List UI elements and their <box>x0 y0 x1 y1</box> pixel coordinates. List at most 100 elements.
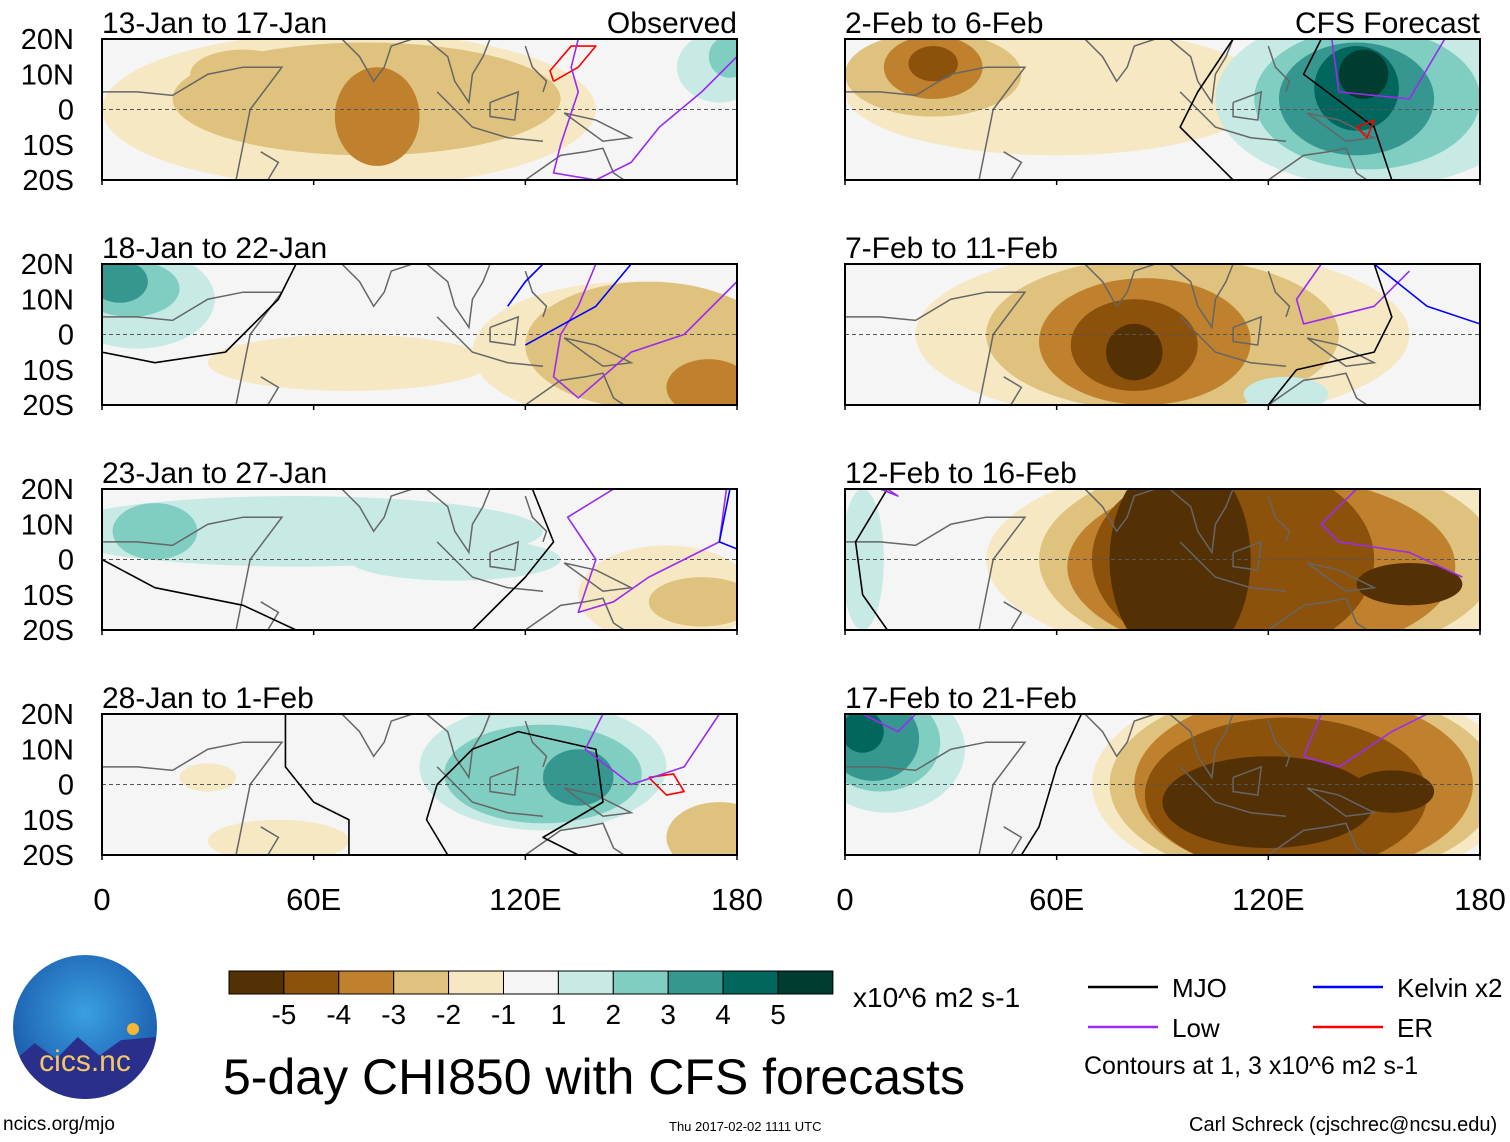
coastline <box>260 151 280 180</box>
coastline <box>1232 90 1263 121</box>
colorbar-swatch <box>503 970 559 995</box>
y-tick-label: 20N <box>21 474 74 506</box>
shading-region <box>1106 323 1163 381</box>
contour-line <box>1302 714 1428 768</box>
coastline <box>524 372 625 405</box>
x-tick-label: 0 <box>93 882 110 917</box>
coastline <box>524 822 625 855</box>
shading-region <box>190 49 297 99</box>
coastline <box>563 787 634 818</box>
x-tick-label: 60E <box>286 882 341 917</box>
shading-region <box>1356 563 1463 606</box>
coastline <box>489 315 520 346</box>
colorbar-swatch <box>228 970 285 995</box>
contour-line <box>1302 39 1393 180</box>
colorbar-label: 3 <box>660 999 676 1030</box>
coastline <box>1169 39 1234 105</box>
colorbar-swatch <box>448 970 505 995</box>
coastline <box>1003 376 1023 405</box>
contour-line <box>648 773 685 796</box>
panel-title: 28-Jan to 1-Feb <box>102 682 314 715</box>
coastline <box>426 714 491 780</box>
coastline <box>260 601 280 630</box>
panel-frame <box>844 38 1481 181</box>
panel-frame <box>844 713 1481 856</box>
coastline <box>1232 540 1263 571</box>
coastline <box>260 376 280 405</box>
y-tick-label: 20N <box>21 24 74 56</box>
colorbar-swatch <box>393 970 450 995</box>
coastline <box>341 39 413 83</box>
shading-region <box>179 763 237 792</box>
colorbar-label: -4 <box>326 999 351 1030</box>
shading-region <box>666 802 737 855</box>
shading-region <box>1349 770 1435 813</box>
coastline <box>102 291 284 405</box>
shading-region <box>708 39 737 78</box>
y-tick-label: 20S <box>22 615 74 647</box>
y-tick-label: 0 <box>58 545 74 577</box>
coastline <box>1084 39 1156 83</box>
y-tick-label: 10N <box>21 509 74 541</box>
colorbar-label: -3 <box>381 999 406 1030</box>
panel-title: 18-Jan to 22-Jan <box>102 232 327 265</box>
colorbar-swatch <box>557 970 614 995</box>
contour-line <box>284 714 350 855</box>
x-tick-label: 120E <box>489 882 561 917</box>
shading-region <box>102 264 148 303</box>
coastline <box>1084 714 1156 758</box>
contour-line <box>524 264 632 346</box>
panel-frame <box>101 263 738 406</box>
contour-line <box>102 558 297 630</box>
y-tick-label: 20S <box>22 165 74 197</box>
coastline <box>1003 826 1023 855</box>
colorbar-label: 1 <box>551 999 567 1030</box>
panel-frame <box>844 263 1481 406</box>
coastline <box>1003 601 1023 630</box>
coastline <box>1306 112 1377 143</box>
colorbar-swatch <box>777 970 834 995</box>
panel-title: 12-Feb to 16-Feb <box>845 457 1077 490</box>
contour-line <box>862 714 917 733</box>
coastline <box>102 66 284 180</box>
coastline <box>563 112 634 143</box>
contour-line <box>507 264 544 307</box>
credit: Carl Schreck (cjschrec@ncsu.edu) <box>1189 1114 1498 1136</box>
coastline <box>524 597 625 630</box>
coastline <box>489 90 520 121</box>
coastline <box>1169 489 1234 555</box>
y-tick-label: 10S <box>22 355 74 387</box>
contour-line <box>1020 714 1083 855</box>
column-label: CFS Forecast <box>1295 7 1481 40</box>
map-panel: 17-Feb to 21-Feb 0 60E 120E 180 <box>836 682 1505 917</box>
colorbar-label: 4 <box>715 999 731 1030</box>
panel-frame <box>844 488 1481 631</box>
coastline <box>845 66 1027 180</box>
coastline <box>426 264 491 330</box>
panel-title: 7-Feb to 11-Feb <box>845 232 1058 265</box>
shading-region <box>542 749 614 806</box>
coastline <box>1267 822 1368 855</box>
legend-label: Kelvin x2 <box>1397 973 1503 1003</box>
panel-title: 2-Feb to 6-Feb <box>845 7 1043 40</box>
units-label: x10^6 m2 s-1 <box>853 982 1021 1013</box>
source-url[interactable]: ncics.org/mjo <box>3 1114 115 1135</box>
colorbar-label: -1 <box>491 999 516 1030</box>
legend-label: MJO <box>1172 973 1227 1003</box>
contour-line <box>718 489 737 550</box>
contour-line <box>566 489 728 614</box>
contour-note: Contours at 1, 3 x10^6 m2 s-1 <box>1084 1052 1419 1080</box>
y-tick-label: 20S <box>22 390 74 422</box>
legend-label: Low <box>1172 1013 1220 1043</box>
colorbar: -5 -4 -3 -2 -1 1 2 3 4 5 <box>228 970 834 1030</box>
coastline <box>1267 597 1368 630</box>
coastline <box>426 489 491 555</box>
main-title: 5-day CHI850 with CFS forecasts <box>223 1049 965 1105</box>
shading-region <box>845 714 884 753</box>
map-panel: 7-Feb to 11-Feb <box>844 232 1481 410</box>
coastline <box>524 720 548 768</box>
